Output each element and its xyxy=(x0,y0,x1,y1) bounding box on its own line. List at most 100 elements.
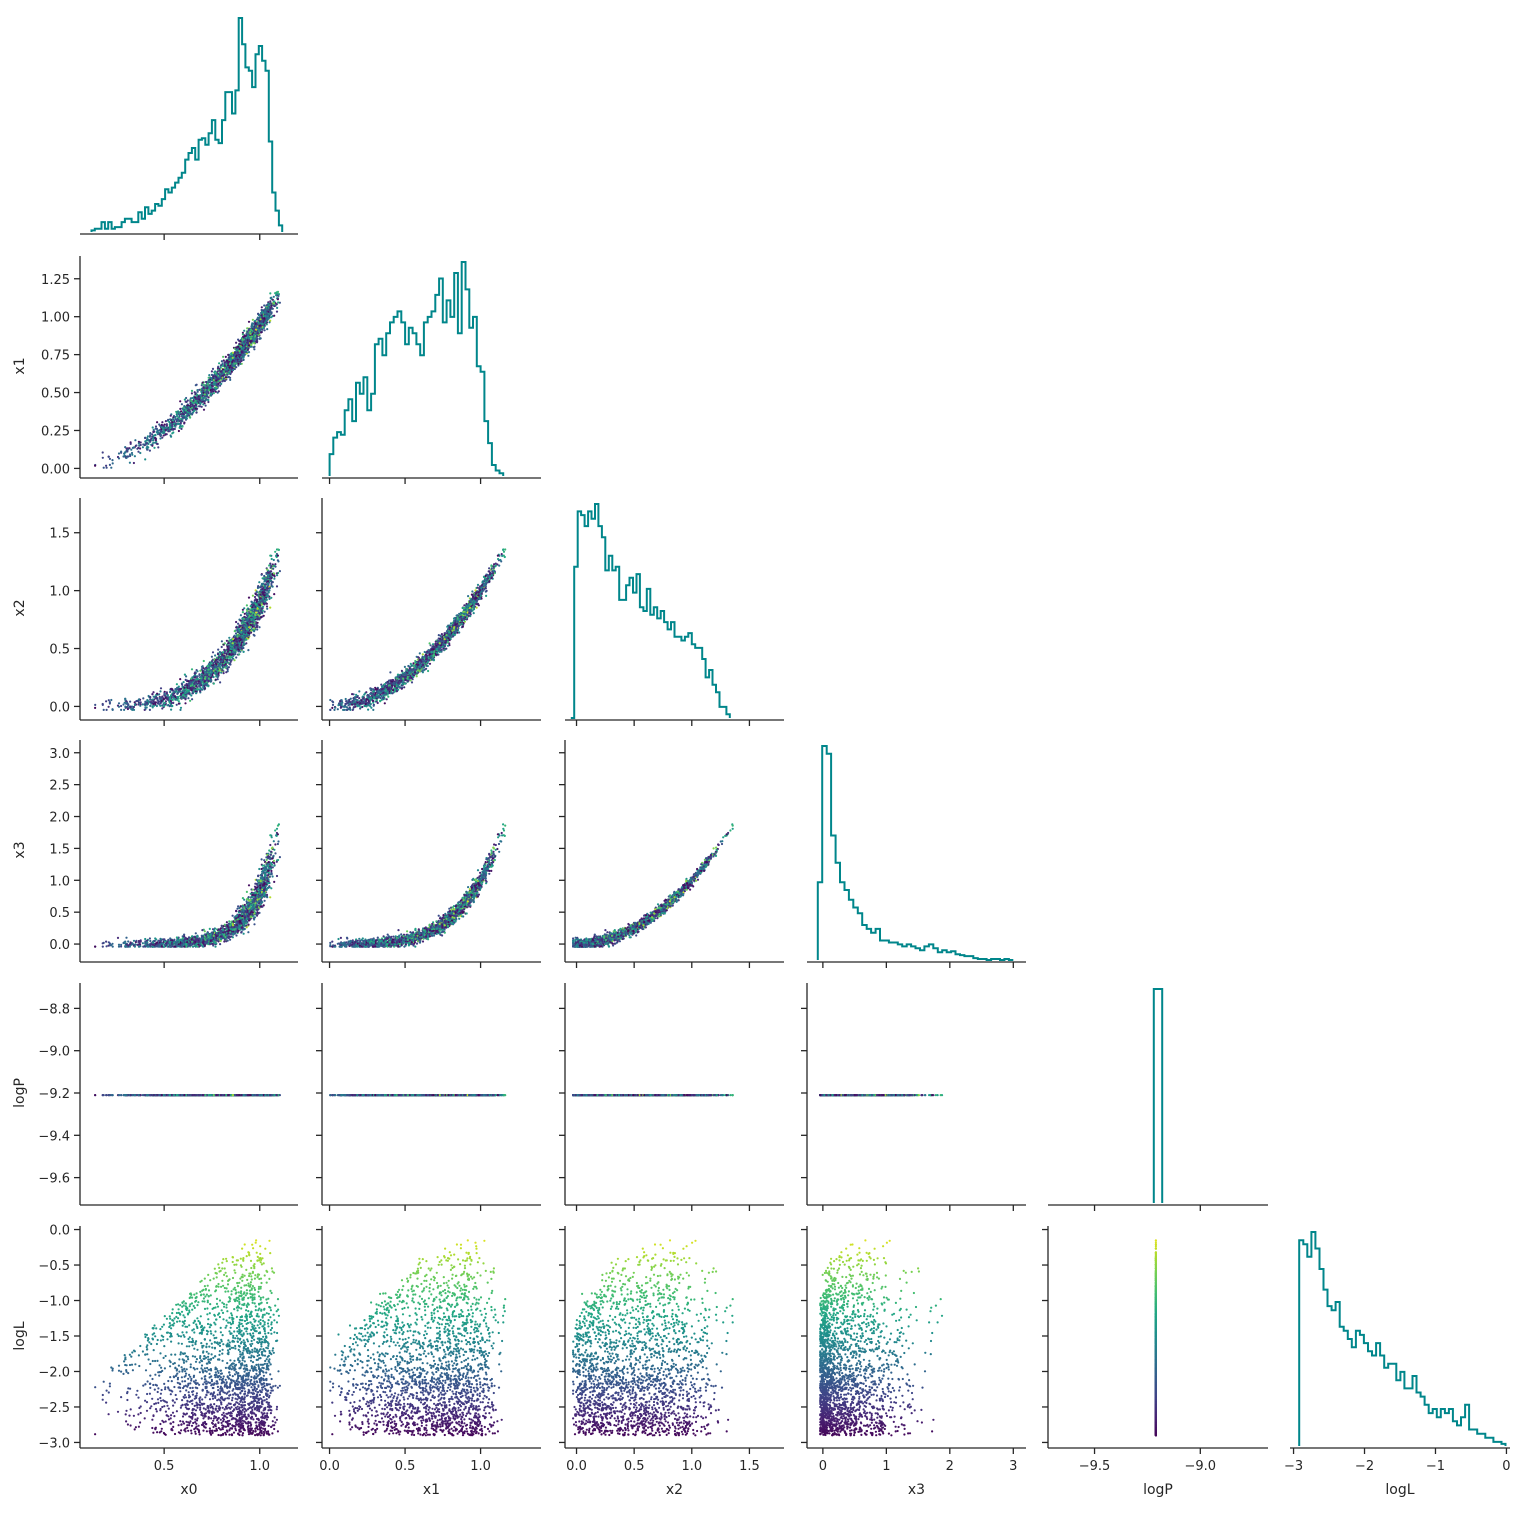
scatter-point xyxy=(179,708,182,712)
scatter-point xyxy=(231,363,234,366)
scatter-point xyxy=(185,675,188,678)
scatter-point xyxy=(235,341,238,344)
scatter-point xyxy=(179,706,183,709)
scatter-point xyxy=(139,447,142,450)
scatter-point xyxy=(207,668,210,671)
scatter-point xyxy=(275,294,278,297)
scatter-point xyxy=(270,596,273,599)
scatter-point xyxy=(211,390,214,393)
scatter-point xyxy=(171,425,174,428)
scatter-point xyxy=(274,550,277,553)
scatter-point xyxy=(238,349,241,352)
scatter-point xyxy=(235,346,238,349)
scatter-point xyxy=(224,666,227,669)
scatter-point xyxy=(160,423,163,426)
scatter-point xyxy=(225,657,228,660)
scatter-point xyxy=(249,337,252,340)
scatter-point xyxy=(247,342,250,345)
scatter-point xyxy=(184,702,187,705)
scatter-point xyxy=(247,616,250,619)
scatter-point xyxy=(166,704,169,707)
scatter-point xyxy=(120,704,123,708)
scatter-point xyxy=(132,461,135,465)
scatter-point xyxy=(110,698,113,702)
scatter-point xyxy=(223,642,226,645)
scatter-point xyxy=(260,312,263,315)
scatter-point xyxy=(149,439,152,442)
scatter-point xyxy=(201,381,204,384)
scatter-point xyxy=(263,329,266,332)
scatter-point xyxy=(271,581,274,584)
scatter-point xyxy=(241,611,244,614)
scatter-point xyxy=(179,407,182,410)
scatter-point xyxy=(240,647,243,650)
scatter-point xyxy=(190,412,193,415)
scatter-point xyxy=(210,678,213,682)
scatter-point xyxy=(150,701,153,704)
scatter-point xyxy=(195,688,198,691)
scatter-point xyxy=(219,681,222,684)
scatter-point xyxy=(235,626,238,629)
scatter-point xyxy=(212,383,215,386)
scatter-point xyxy=(207,391,210,395)
scatter-point xyxy=(228,636,231,639)
scatter-point xyxy=(162,430,165,433)
scatter-point xyxy=(220,360,223,363)
scatter-point xyxy=(204,388,207,391)
scatter-point xyxy=(171,693,174,696)
scatter-point xyxy=(183,696,186,700)
scatter-point xyxy=(253,599,256,602)
scatter-point xyxy=(229,376,232,379)
scatter-point xyxy=(268,577,272,580)
scatter-point xyxy=(254,603,257,606)
scatter-point xyxy=(247,649,250,652)
scatter-point xyxy=(211,367,215,370)
scatter-point xyxy=(214,390,217,393)
scatter-point xyxy=(256,594,259,597)
scatter-point xyxy=(212,675,215,679)
scatter-point xyxy=(180,682,183,685)
scatter-point xyxy=(184,691,187,695)
scatter-point xyxy=(251,615,254,618)
scatter-point xyxy=(169,418,172,421)
scatter-point xyxy=(238,339,241,342)
scatter-point xyxy=(212,379,215,382)
scatter-point xyxy=(151,426,154,429)
scatter-point xyxy=(240,641,243,644)
scatter-point xyxy=(124,451,127,454)
scatter-point xyxy=(190,681,193,684)
scatter-point xyxy=(221,380,224,383)
scatter-point xyxy=(139,451,142,455)
y-tick-label: 1.25 xyxy=(41,273,70,288)
scatter-point xyxy=(249,328,253,331)
scatter-point xyxy=(214,654,217,657)
scatter-point xyxy=(257,327,260,330)
scatter-point xyxy=(254,319,257,322)
scatter-point xyxy=(194,676,197,679)
scatter-point xyxy=(199,405,202,408)
scatter-point xyxy=(205,672,208,676)
panel-x2-x0: 0.00.51.01.5x2 xyxy=(12,498,298,726)
scatter-point xyxy=(128,461,131,464)
scatter-point xyxy=(247,351,251,354)
scatter-point xyxy=(200,394,203,397)
scatter-point xyxy=(268,308,272,311)
scatter-point xyxy=(160,699,163,703)
scatter-point xyxy=(174,690,177,694)
scatter-point xyxy=(111,462,114,465)
scatter-point xyxy=(252,605,256,609)
scatter-point xyxy=(226,370,229,373)
scatter-point xyxy=(123,701,126,704)
scatter-point xyxy=(251,323,254,326)
scatter-point xyxy=(239,631,243,634)
scatter-point xyxy=(213,671,216,674)
scatter-point xyxy=(154,436,157,440)
scatter-point xyxy=(149,432,152,435)
scatter-point xyxy=(107,705,110,708)
scatter-point xyxy=(236,358,239,361)
scatter-point xyxy=(176,422,179,425)
scatter-point xyxy=(196,670,199,673)
scatter-point xyxy=(162,698,165,701)
scatter-point xyxy=(165,424,168,427)
scatter-point xyxy=(199,690,202,693)
